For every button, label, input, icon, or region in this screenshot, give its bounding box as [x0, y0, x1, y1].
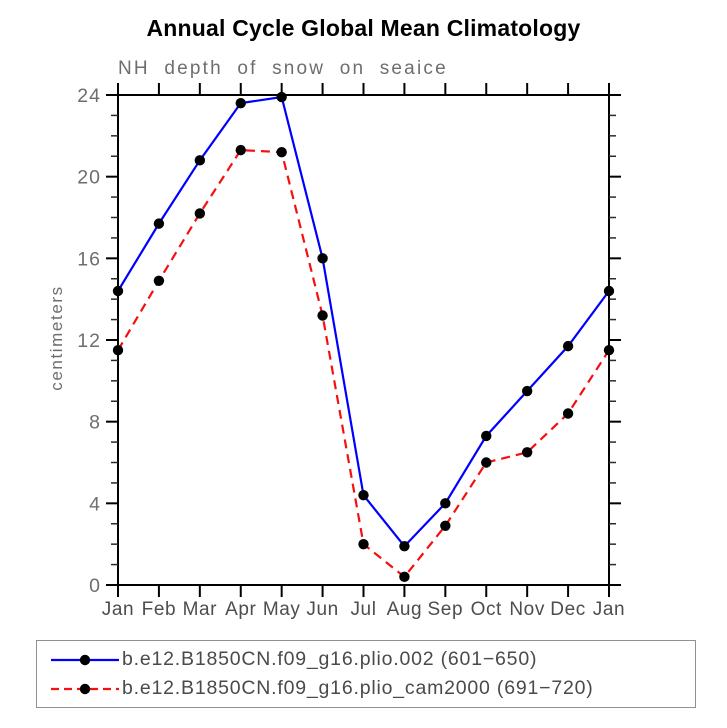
chart-title: Annual Cycle Global Mean Climatology [146, 15, 581, 41]
legend-item: b.e12.B1850CN.f09_g16.plio_cam2000 (691−… [50, 674, 695, 703]
series-line [117, 95, 610, 548]
data-point-marker [399, 571, 410, 583]
x-tick-label: Sep [428, 599, 464, 620]
x-tick-label: Aug [387, 599, 423, 620]
y-tick-label: 12 [77, 330, 101, 352]
data-point-marker [276, 91, 287, 103]
data-point-marker [399, 541, 410, 552]
data-point-marker [112, 285, 124, 297]
data-point-marker [481, 457, 492, 468]
x-tick-label: Oct [471, 599, 502, 620]
chart-subtitle: NH depth of snow on seaice [118, 58, 448, 79]
data-point-marker [562, 340, 574, 352]
data-point-marker [521, 385, 533, 397]
x-tick-label: Jan [593, 599, 625, 620]
data-point-marker [194, 155, 206, 166]
data-point-marker [603, 345, 615, 356]
data-point-marker [194, 208, 206, 219]
data-point-marker [317, 253, 328, 264]
x-tick-label: May [263, 599, 301, 620]
data-point-marker [603, 285, 615, 297]
data-point-marker [235, 97, 246, 109]
y-tick-label: 4 [89, 493, 101, 515]
legend-dashed-line-icon [51, 683, 119, 694]
data-point-marker [521, 447, 533, 458]
data-point-marker [358, 489, 369, 501]
x-tick-label: Dec [550, 599, 586, 620]
data-point-marker [440, 520, 451, 531]
x-tick-label: Mar [183, 599, 218, 620]
data-point-marker [481, 430, 492, 442]
plot-area: Jan Feb Mar Apr May Jun Jul Aug Sep Oct Nov Dec Jan0… [77, 83, 625, 620]
data-point-marker [153, 275, 165, 286]
x-tick-label: Feb [142, 599, 177, 620]
data-point-marker [358, 538, 369, 550]
y-tick-label: 24 [77, 85, 101, 107]
data-point-marker [153, 218, 165, 229]
legend-box: b.e12.B1850CN.f09_g16.plio.002 (601−650)… [36, 640, 696, 708]
y-tick-label: 0 [89, 575, 101, 597]
x-tick-label: Nov [509, 599, 545, 620]
data-point-marker [562, 408, 574, 419]
y-tick-label: 20 [77, 167, 101, 189]
x-tick-label: Jun [306, 599, 338, 620]
legend-label: b.e12.B1850CN.f09_g16.plio.002 (601−650) [122, 648, 538, 670]
y-tick-label: 8 [89, 412, 101, 434]
series-line [117, 148, 610, 579]
x-tick-label: Jul [350, 599, 376, 620]
legend-item: b.e12.B1850CN.f09_g16.plio.002 (601−650) [50, 645, 695, 674]
data-point-marker [112, 345, 124, 356]
legend-label: b.e12.B1850CN.f09_g16.plio_cam2000 (691−… [122, 677, 594, 699]
legend-solid-line-icon [51, 654, 119, 665]
x-tick-label: Jan [102, 599, 134, 620]
data-point-marker [317, 310, 328, 321]
data-point-marker [276, 146, 287, 158]
data-point-marker [235, 144, 246, 156]
x-tick-label: Apr [225, 599, 256, 620]
data-point-marker [440, 498, 451, 509]
plot-frame [117, 94, 610, 586]
y-tick-label: 16 [77, 248, 101, 270]
